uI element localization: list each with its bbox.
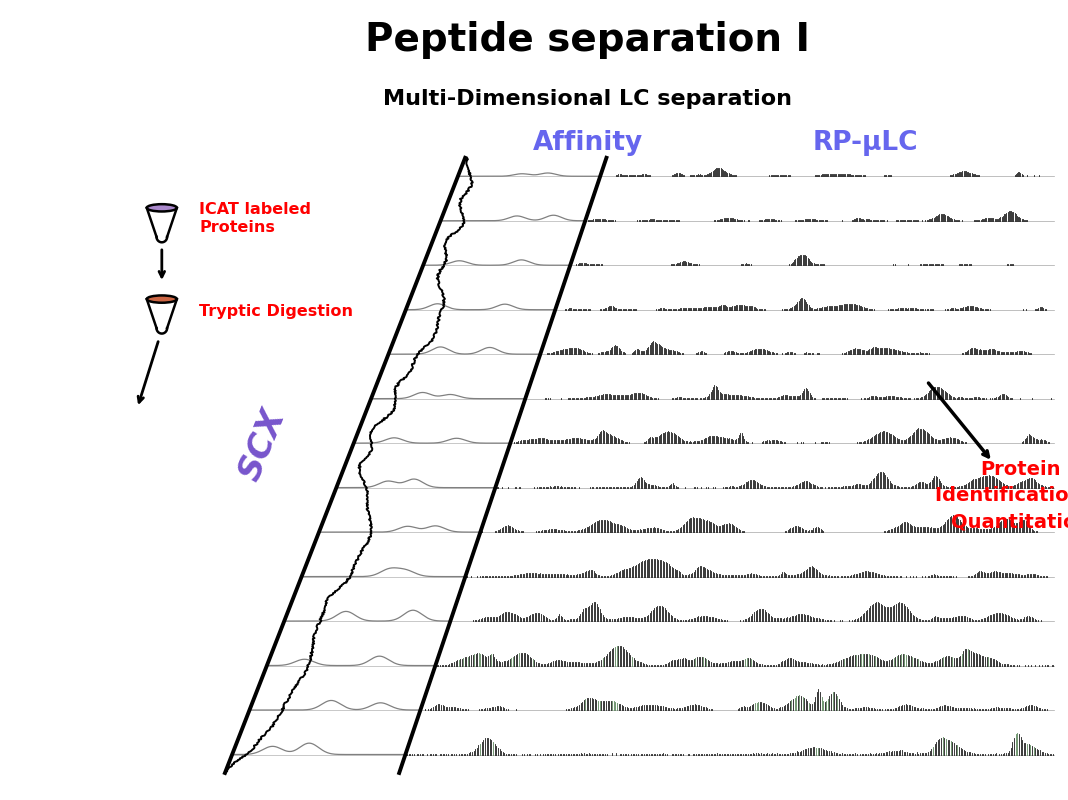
Polygon shape xyxy=(146,299,177,328)
Text: SCX: SCX xyxy=(234,405,292,486)
Text: Peptide separation I: Peptide separation I xyxy=(365,21,810,58)
Text: RP-μLC: RP-μLC xyxy=(813,130,918,156)
Ellipse shape xyxy=(146,204,177,211)
Text: Protein
Identification &
Quantitation: Protein Identification & Quantitation xyxy=(936,460,1068,532)
Text: ICAT labeled
Proteins: ICAT labeled Proteins xyxy=(200,202,312,235)
Ellipse shape xyxy=(146,295,177,302)
Text: ❄: ❄ xyxy=(19,138,49,171)
Text: Affinity: Affinity xyxy=(533,130,643,156)
Polygon shape xyxy=(146,208,177,237)
Text: Tryptic Digestion: Tryptic Digestion xyxy=(200,305,354,319)
Text: ❄: ❄ xyxy=(9,6,44,48)
Text: ❄: ❄ xyxy=(10,246,29,266)
Text: Multi-Dimensional LC separation: Multi-Dimensional LC separation xyxy=(383,90,791,110)
Text: ❄: ❄ xyxy=(23,68,47,96)
